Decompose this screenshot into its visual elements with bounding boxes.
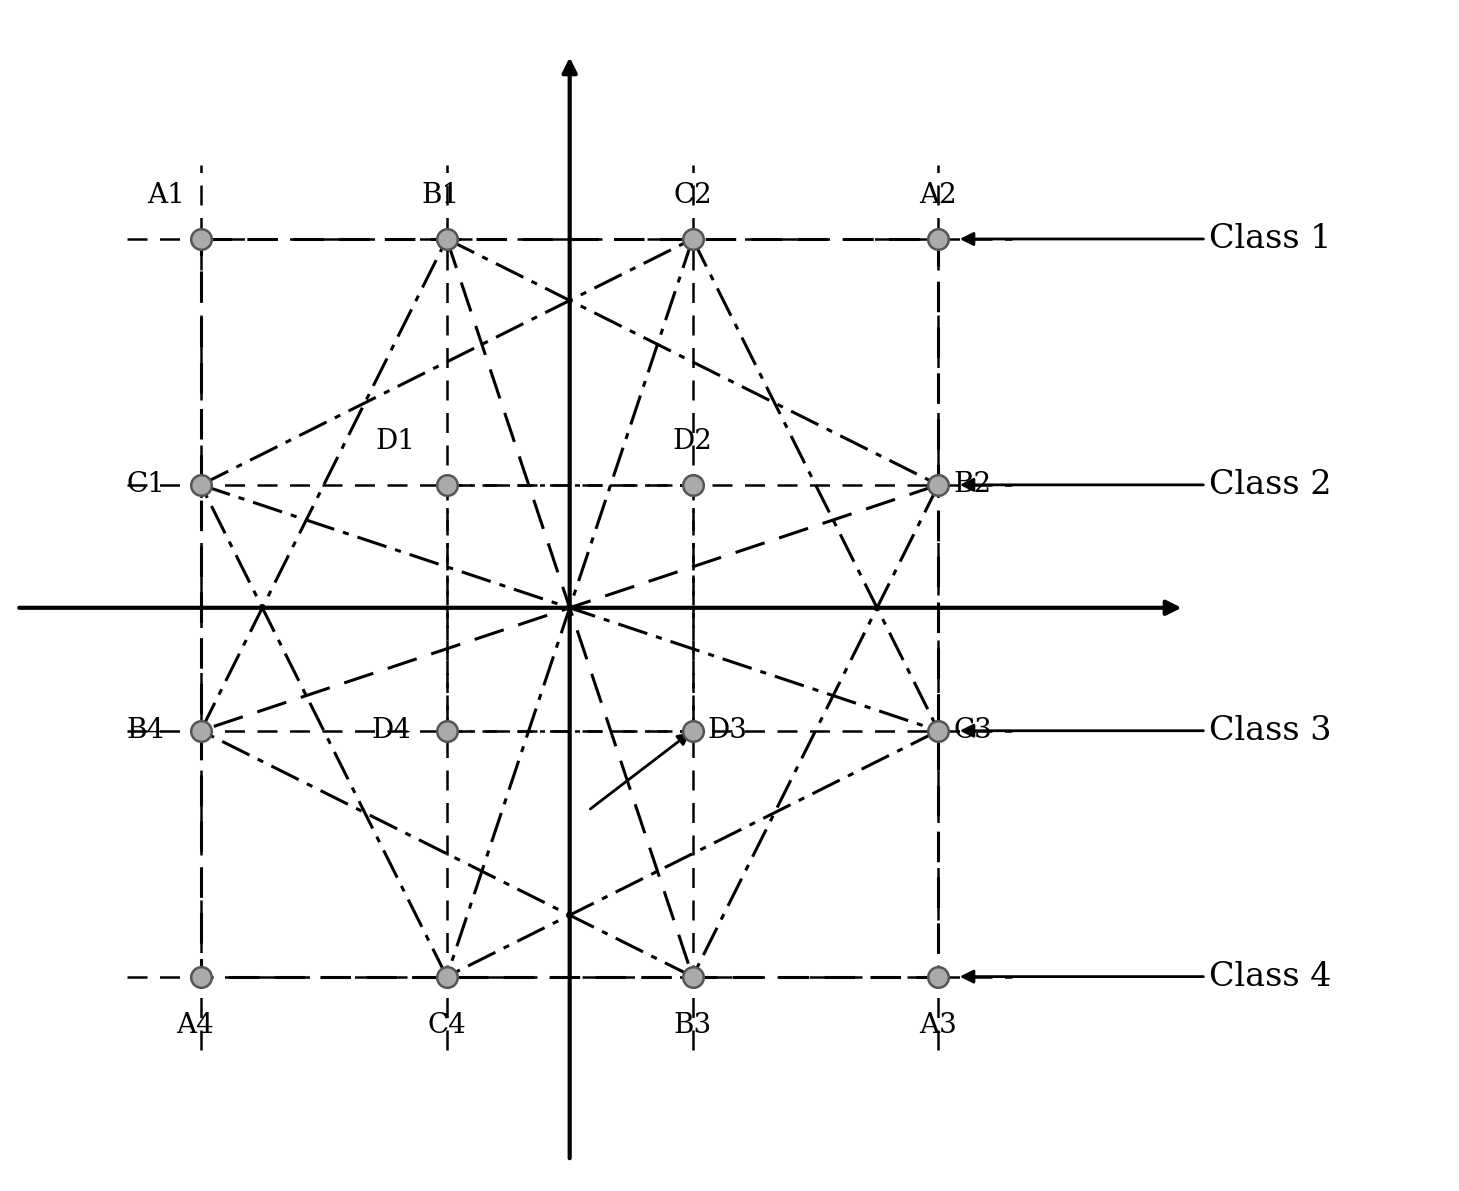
Text: A1: A1: [147, 182, 185, 210]
Point: [681, 967, 705, 986]
Text: B4: B4: [127, 717, 165, 744]
Text: A4: A4: [177, 1012, 213, 1040]
Point: [190, 722, 213, 741]
Point: [435, 722, 458, 741]
Text: B3: B3: [674, 1012, 712, 1040]
Text: C4: C4: [427, 1012, 465, 1040]
Text: Class 1: Class 1: [963, 223, 1332, 255]
Text: D1: D1: [375, 429, 416, 455]
Text: C1: C1: [125, 472, 165, 498]
Point: [435, 475, 458, 494]
Point: [435, 230, 458, 249]
Text: D4: D4: [372, 717, 411, 744]
Point: [681, 475, 705, 494]
Text: A2: A2: [919, 182, 957, 210]
Text: Class 3: Class 3: [963, 715, 1332, 747]
Text: C3: C3: [954, 717, 992, 744]
Text: A3: A3: [919, 1012, 957, 1040]
Point: [681, 230, 705, 249]
Point: [681, 722, 705, 741]
Point: [435, 967, 458, 986]
Point: [190, 475, 213, 494]
Point: [190, 230, 213, 249]
Text: Class 2: Class 2: [963, 469, 1332, 501]
Text: C2: C2: [673, 182, 712, 210]
Point: [190, 967, 213, 986]
Text: D3: D3: [708, 717, 747, 744]
Point: [926, 230, 950, 249]
Text: Class 4: Class 4: [963, 961, 1331, 992]
Point: [926, 475, 950, 494]
Text: B2: B2: [954, 472, 992, 498]
Text: B1: B1: [422, 182, 460, 210]
Text: D2: D2: [673, 429, 712, 455]
Point: [926, 967, 950, 986]
Point: [926, 722, 950, 741]
